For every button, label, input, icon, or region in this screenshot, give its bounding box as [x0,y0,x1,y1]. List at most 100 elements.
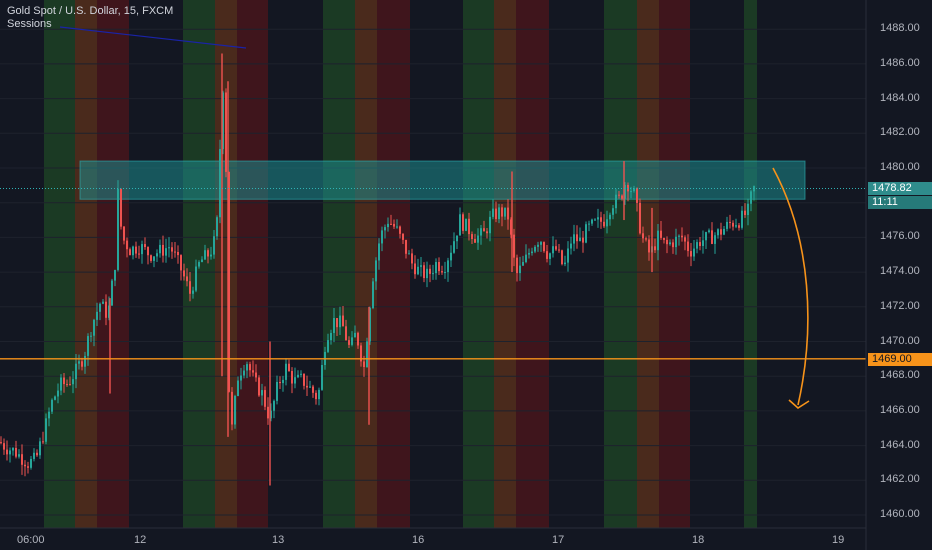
symbol-title[interactable]: Gold Spot / U.S. Dollar, 15, FXCM [7,5,174,17]
candle-body [726,221,728,229]
candle-body [669,242,671,245]
candle-body [576,234,578,242]
price-axis-tick: 1470.00 [880,334,920,347]
candle-body [459,214,461,236]
time-axis-tick: 19 [832,534,845,546]
candle-body [153,256,155,261]
price-axis-tick: 1460.00 [880,508,920,520]
candle-body [72,379,74,385]
candle-body [723,228,725,235]
candle-body [522,262,524,266]
candle-body [36,452,38,456]
candle-body [492,208,494,217]
candle-body [402,233,404,240]
candle-body [489,216,491,234]
candle-body [612,208,614,215]
candle-body [639,202,641,234]
candle-body [393,223,395,227]
candle-body [102,301,104,304]
candle-body [87,336,89,356]
time-axis-tick: 13 [272,534,285,546]
grid-lines [0,28,866,516]
candle-body [267,406,269,419]
candle-body [552,246,554,254]
candle-body [534,246,536,252]
candle-body [618,194,620,196]
candle-body [306,385,308,388]
session-band [377,0,410,528]
candle-body [69,384,71,386]
candle-body [399,226,401,234]
candle-body [615,194,617,209]
candle-body [738,225,740,228]
candle-body [657,230,659,251]
candle-body [120,188,122,227]
candle-body [90,335,92,337]
candle-body [57,390,59,397]
bar-countdown-tag: 11:11 [868,196,932,209]
candle-body [483,228,485,232]
candle-body [21,454,23,465]
candle-body [84,355,86,367]
price-axis-tick: 1474.00 [880,265,920,278]
candle-body [474,239,476,243]
candle-body [495,208,497,220]
price-axis-tick: 1486.00 [880,56,920,69]
candle-body [372,281,374,309]
last-price-tag: 1478.82 [868,182,932,195]
candle-body [519,265,521,274]
candle-body [180,255,182,271]
candle-body [216,217,218,237]
trend-line[interactable] [59,26,247,49]
candle-body [384,227,386,231]
candle-body [351,337,353,345]
candle-body [477,235,479,243]
forecast-arrow[interactable] [772,167,809,406]
candle-body [177,251,179,256]
candle-body [528,253,530,255]
candle-body [138,253,140,255]
candle-body [702,240,704,246]
candle-body [48,411,50,419]
time-axis-tick: 12 [134,534,147,546]
candle-body [147,247,149,256]
candle-body [414,263,416,275]
candle-body [132,246,134,256]
session-band [75,0,97,528]
candle-body [462,214,464,231]
candle-body [444,272,446,274]
candle-body [570,243,572,249]
candle-body [39,441,41,456]
price-axis-tick: 1468.00 [880,369,920,382]
candles [0,53,755,486]
candle-body [441,271,443,273]
candle-body [360,345,362,362]
candle-body [549,253,551,259]
candle-body [717,229,719,236]
candle-body [387,223,389,228]
candle-body [672,242,674,248]
sessions-indicator-label[interactable]: Sessions [7,18,52,30]
candle-body [369,308,371,342]
candle-body [348,340,350,345]
candle-body [729,221,731,223]
candle-body [648,239,650,253]
candle-body [315,392,317,400]
candle-body [60,377,62,391]
session-band [323,0,355,528]
candle-body [195,266,197,291]
candle-body [666,239,668,245]
candle-body [150,255,152,261]
candle-body [96,311,98,320]
session-band [237,0,268,528]
candle-body [660,230,662,238]
candle-body [3,443,5,450]
candle-body [225,92,227,172]
forecast-arrow-head[interactable] [788,399,810,409]
candle-body [480,228,482,236]
candle-body [135,246,137,254]
resistance-zone[interactable] [79,160,806,200]
candle-body [27,466,29,468]
price-axis-tick: 1476.00 [880,230,920,243]
